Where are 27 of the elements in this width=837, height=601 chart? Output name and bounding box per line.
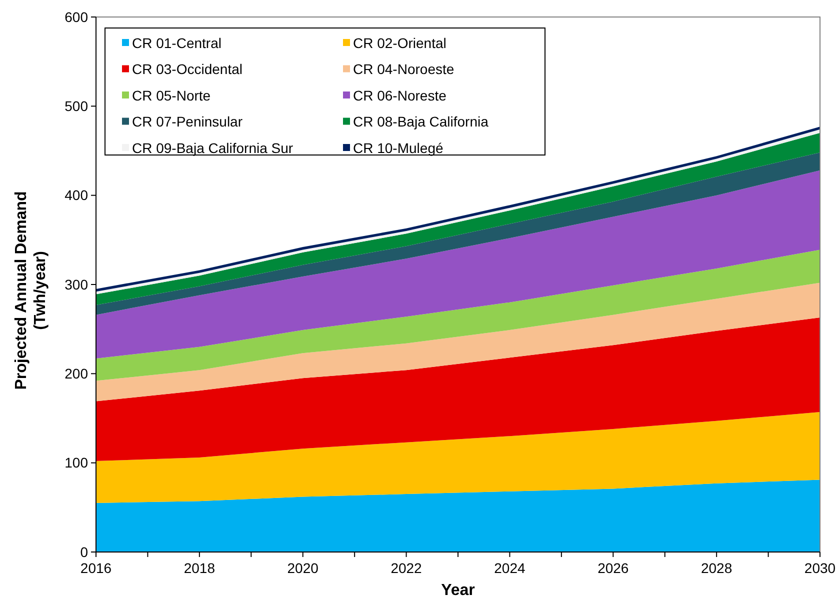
x-tick-label: 2018	[184, 560, 216, 576]
legend-label: CR 10-Mulegé	[353, 140, 444, 156]
x-axis-title: Year	[441, 582, 475, 599]
y-tick-label: 400	[64, 187, 88, 204]
y-tick-label: 100	[64, 454, 88, 471]
y-tick-label: 300	[64, 276, 88, 292]
x-tick-label: 2016	[80, 560, 112, 576]
x-tick-label: 2026	[598, 560, 629, 576]
legend-label: CR 04-Noroeste	[353, 61, 454, 78]
y-tick-label: 600	[64, 8, 88, 25]
legend-label: CR 08-Baja California	[353, 114, 489, 130]
x-tick-label: 2024	[494, 560, 526, 576]
legend-label: CR 01-Central	[132, 34, 222, 51]
legend-label: CR 02-Oriental	[353, 34, 446, 51]
legend-label: CR 09-Baja California Sur	[132, 140, 294, 156]
y-tick-label: 200	[64, 366, 88, 382]
y-tick-label: 0	[80, 544, 88, 560]
y-axis-title: Projected Annual Demand (Twh/year)	[13, 191, 49, 390]
x-tick-label: 2028	[700, 560, 732, 576]
legend-label: CR 03-Occidental	[132, 61, 242, 78]
legend-label: CR 05-Norte	[132, 87, 211, 104]
x-tick-label: 2022	[390, 560, 422, 576]
legend-label: CR 07-Peninsular	[132, 114, 243, 130]
y-tick-label: 500	[64, 98, 88, 114]
x-tick-label: 2020	[287, 560, 319, 576]
x-tick-label: 2030	[804, 560, 836, 576]
legend-label: CR 06-Noreste	[353, 87, 447, 104]
